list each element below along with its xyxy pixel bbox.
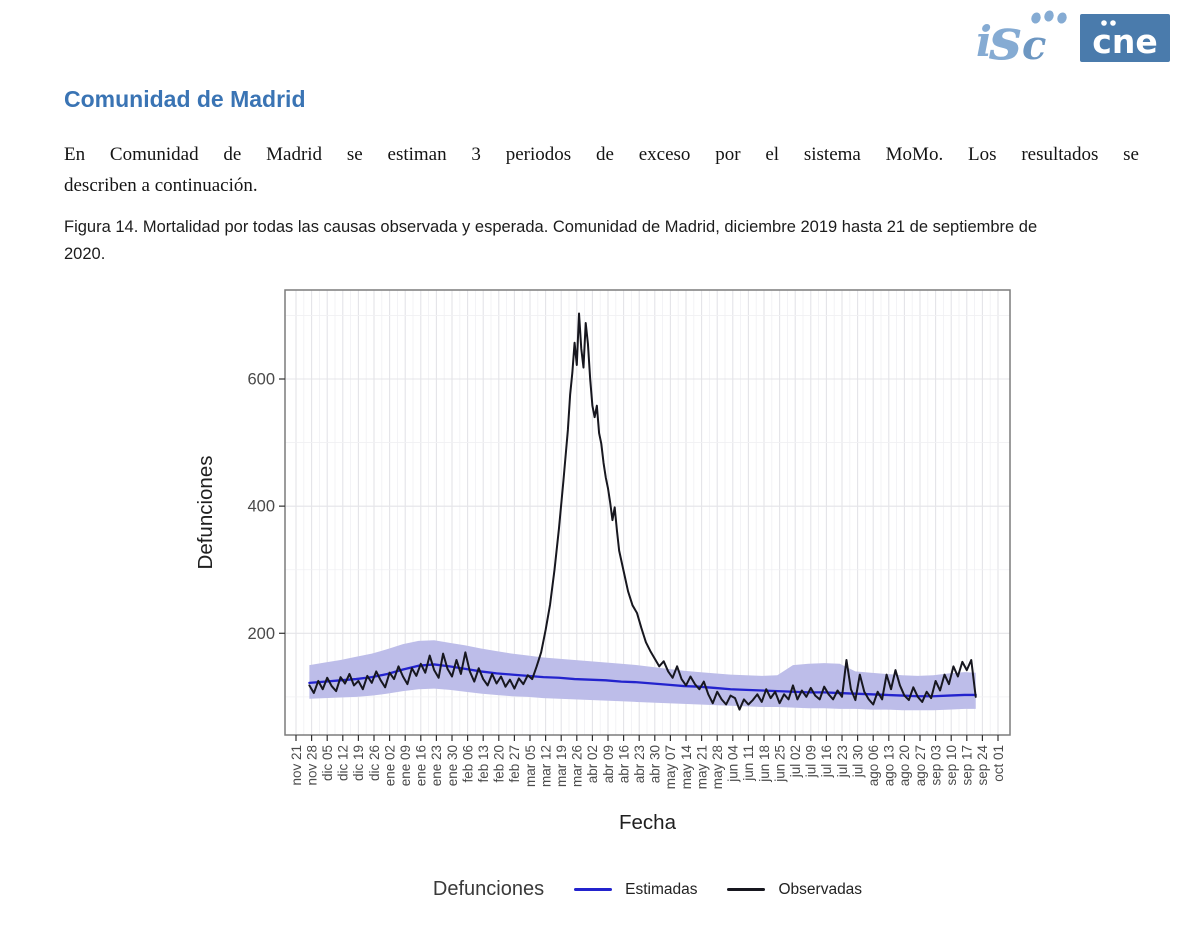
x-tick-label: sep 10	[944, 745, 959, 786]
x-tick-label: feb 13	[476, 745, 491, 783]
x-tick-label: abr 09	[601, 745, 616, 783]
figure-caption-line2: 2020.	[64, 245, 106, 263]
svg-text:i: i	[976, 17, 992, 66]
x-tick-label: jul 09	[804, 745, 819, 778]
panel-border	[284, 289, 1011, 736]
x-tick-label: feb 06	[460, 745, 475, 783]
x-tick-label: ene 09	[398, 745, 413, 786]
series-line-observadas	[308, 312, 977, 711]
body-paragraph-line2: describen a continuación.	[64, 175, 258, 196]
figure-caption-line1: Figura 14. Mortalidad por todas las caus…	[64, 218, 1038, 236]
isc-letter-i: i	[976, 17, 992, 66]
x-tick-label: jun 04	[726, 745, 741, 783]
x-tick-label: jun 25	[772, 745, 787, 783]
y-axis-title: Defunciones	[194, 456, 217, 570]
x-tick-label: abr 23	[632, 745, 647, 783]
y-tick-label: 200	[247, 625, 275, 643]
cne-diaeresis-dot	[1101, 20, 1107, 26]
x-tick-label: mar 05	[523, 745, 538, 787]
svg-text:s: s	[988, 6, 1022, 66]
y-tick-label: 600	[247, 371, 275, 389]
x-tick-label: dic 26	[367, 745, 382, 781]
x-tick-label: nov 28	[304, 745, 319, 786]
x-tick-label: feb 20	[492, 745, 507, 783]
x-tick-label: dic 19	[351, 745, 366, 781]
x-axis-title: Fecha	[619, 811, 677, 834]
observadas-line-swatch-icon	[727, 887, 766, 892]
x-tick-label: may 07	[663, 745, 678, 789]
x-tick-label: abr 16	[616, 745, 631, 783]
cne-diaeresis-dot	[1110, 20, 1116, 26]
chart-legend: Defunciones Estimadas Observadas	[170, 878, 1125, 901]
x-tick-label: ago 13	[882, 745, 897, 786]
x-tick-label: jul 16	[819, 745, 834, 778]
y-tick-label: 400	[247, 498, 275, 516]
x-tick-label: abr 02	[585, 745, 600, 783]
x-tick-label: mar 12	[538, 745, 553, 787]
x-tick-label: dic 12	[336, 745, 351, 781]
x-tick-label: oct 01	[991, 745, 1006, 782]
x-tick-label: ene 23	[429, 745, 444, 786]
x-tick-label: sep 03	[928, 745, 943, 786]
x-tick-label: may 21	[694, 745, 709, 789]
body-paragraph: En Comunidad de Madrid se estiman 3 peri…	[64, 139, 1139, 201]
figure-14-chart: nov 21 nov 28 dic 05 dic 12 dic 19 dic 26 ene …	[170, 282, 1050, 860]
x-tick-label: mar 26	[570, 745, 585, 787]
x-tick-label: abr 30	[648, 745, 663, 783]
legend-label-observadas: Observadas	[778, 880, 863, 898]
x-tick-label: jul 23	[835, 745, 850, 778]
x-tick-label: nov 21	[289, 745, 304, 786]
isc-dot	[1031, 12, 1041, 24]
isc-letter-s: s	[988, 6, 1022, 66]
legend-item-observadas: Observadas	[727, 881, 862, 899]
x-tick-label: may 28	[710, 745, 725, 789]
x-tick-label: ene 16	[414, 745, 429, 786]
x-tick-label: dic 05	[320, 745, 335, 781]
legend-item-estimadas: Estimadas	[574, 881, 697, 899]
x-tick-label: mar 19	[554, 745, 569, 787]
x-tick-label: jun 11	[741, 745, 756, 782]
isc-letter-c: c	[1022, 22, 1046, 66]
legend-title: Defunciones	[432, 878, 545, 900]
x-tick-label: sep 17	[960, 745, 975, 786]
x-tick-label: feb 27	[507, 745, 522, 783]
x-tick-label: ago 06	[866, 745, 881, 786]
x-tick-label: jul 30	[850, 745, 865, 778]
x-tick-label: sep 24	[975, 745, 990, 786]
cne-text: cne	[1092, 22, 1157, 61]
svg-text:c: c	[1022, 22, 1046, 66]
x-tick-label: jul 02	[788, 745, 803, 778]
cne-logo: cne	[1080, 14, 1170, 62]
x-tick-label: may 14	[679, 745, 694, 790]
estimadas-line-swatch-icon	[574, 887, 613, 892]
page-title: Comunidad de Madrid	[64, 86, 306, 112]
header-logos: i s c cne	[976, 6, 1170, 66]
cne-logo-icon: cne	[1092, 20, 1158, 61]
x-tick-label: ago 27	[913, 745, 928, 786]
x-tick-label: jun 18	[757, 745, 772, 783]
x-tick-label: ago 20	[897, 745, 912, 786]
isc-dot	[1057, 12, 1067, 24]
x-tick-label: ene 02	[382, 745, 397, 786]
body-paragraph-line1: En Comunidad de Madrid se estiman 3 peri…	[64, 144, 1139, 165]
legend-label-estimadas: Estimadas	[625, 880, 698, 898]
figure-caption: Figura 14. Mortalidad por todas las caus…	[64, 214, 1154, 268]
isc-dot	[1044, 10, 1054, 22]
x-tick-label: ene 30	[445, 745, 460, 786]
isciii-logo-icon: i s c	[976, 6, 1067, 66]
mortality-chart: nov 21 nov 28 dic 05 dic 12 dic 19 dic 26 ene …	[194, 289, 1011, 834]
